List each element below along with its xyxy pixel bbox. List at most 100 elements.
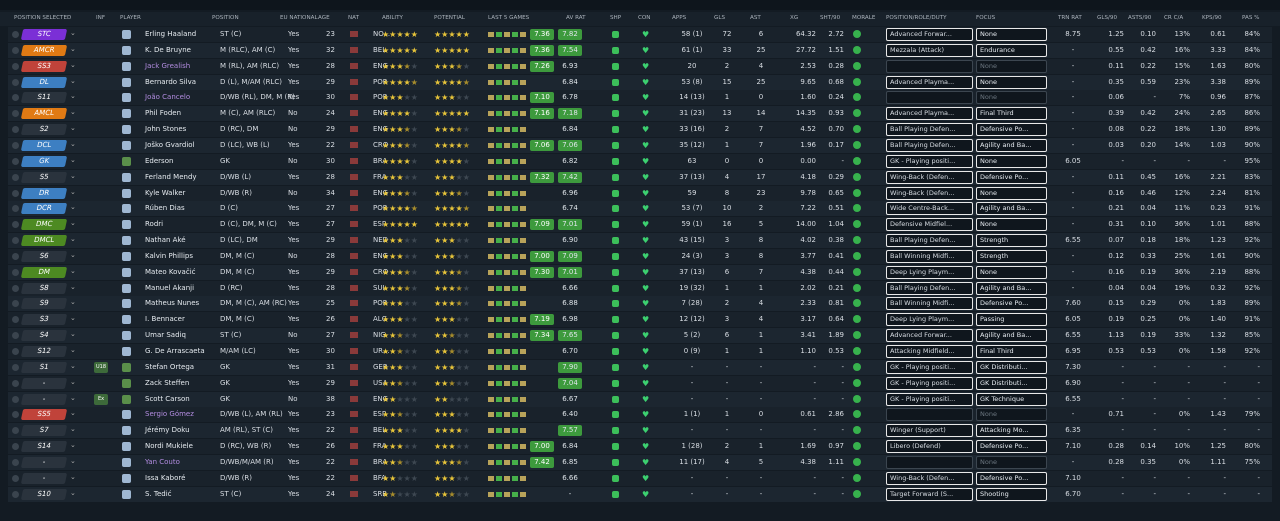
player-name[interactable]: Nordi Mukiele bbox=[145, 442, 193, 451]
focus-select[interactable]: Strength bbox=[976, 249, 1047, 263]
focus-select[interactable]: Agility and Ba... bbox=[976, 281, 1047, 295]
position-selected[interactable]: S6 bbox=[20, 250, 68, 262]
player-name[interactable]: John Stones bbox=[145, 125, 187, 134]
player-name[interactable]: Rodri bbox=[145, 220, 164, 229]
position-selected[interactable]: S2 bbox=[20, 124, 68, 136]
position-selected[interactable]: DL bbox=[20, 76, 68, 88]
player-name[interactable]: Phil Foden bbox=[145, 109, 182, 118]
position-selected[interactable]: DR bbox=[20, 187, 68, 199]
position-selected[interactable]: DCR bbox=[20, 203, 68, 215]
role-select[interactable]: Wing-Back (Defen... bbox=[886, 186, 973, 200]
role-select[interactable]: GK - Playing positi... bbox=[886, 360, 973, 374]
player-name[interactable]: Issa Kaboré bbox=[145, 473, 186, 482]
player-name[interactable]: Rúben Dias bbox=[145, 204, 185, 213]
focus-select[interactable]: Agility and Ba... bbox=[976, 202, 1047, 216]
role-select[interactable]: Wing-Back (Defen... bbox=[886, 170, 973, 184]
player-name[interactable]: Joško Gvardiol bbox=[145, 140, 195, 149]
player-name[interactable]: Jack Grealish bbox=[145, 61, 191, 70]
focus-select[interactable]: None bbox=[976, 154, 1047, 168]
player-name[interactable]: Mateo Kovačić bbox=[145, 267, 196, 276]
player-name[interactable]: Bernardo Silva bbox=[145, 77, 197, 86]
focus-select[interactable]: GK Distributi... bbox=[976, 376, 1047, 390]
position-selected[interactable]: S9 bbox=[20, 298, 68, 310]
position-selected[interactable]: DMCL bbox=[20, 235, 68, 247]
role-select[interactable]: GK - Playing positi... bbox=[886, 154, 973, 168]
position-selected[interactable]: DM bbox=[20, 266, 68, 278]
player-name[interactable]: João Cancelo bbox=[145, 93, 191, 102]
focus-select[interactable]: Final Third bbox=[976, 107, 1047, 121]
player-name[interactable]: Yan Couto bbox=[145, 457, 180, 466]
player-name[interactable]: S. Tedić bbox=[145, 489, 172, 498]
focus-select[interactable]: Final Third bbox=[976, 345, 1047, 358]
role-select[interactable]: GK - Playing positi... bbox=[886, 392, 973, 406]
role-select[interactable]: Defensive Midfiel... bbox=[886, 218, 973, 232]
role-select[interactable]: Advanced Forwar... bbox=[886, 329, 973, 343]
focus-select[interactable]: Defensive Po... bbox=[976, 471, 1047, 485]
position-selected[interactable]: GK bbox=[20, 155, 68, 167]
role-select[interactable]: GK - Playing positi... bbox=[886, 376, 973, 390]
position-selected[interactable]: DCL bbox=[20, 139, 68, 151]
player-name[interactable]: Ferland Mendy bbox=[145, 172, 197, 181]
role-select[interactable]: Winger (Support) bbox=[886, 424, 973, 438]
role-select[interactable]: Attacking Midfield... bbox=[886, 345, 973, 358]
player-name[interactable]: Manuel Akanji bbox=[145, 283, 195, 292]
position-selected[interactable]: S1 bbox=[20, 361, 68, 373]
player-name[interactable]: G. De Arrascaeta bbox=[145, 347, 205, 355]
focus-select[interactable]: None bbox=[976, 218, 1047, 232]
role-select[interactable]: Ball Playing Defen... bbox=[886, 138, 973, 152]
position-selected[interactable]: S10 bbox=[20, 488, 68, 500]
focus-select[interactable]: Defensive Po... bbox=[976, 440, 1047, 454]
role-select[interactable]: Advanced Forwar... bbox=[886, 28, 973, 41]
role-select[interactable]: Target Forward (S... bbox=[886, 487, 973, 501]
role-select[interactable]: Ball Playing Defen... bbox=[886, 234, 973, 248]
role-select[interactable]: Advanced Playma... bbox=[886, 75, 973, 89]
position-selected[interactable]: - bbox=[20, 456, 68, 468]
position-selected[interactable]: S8 bbox=[20, 282, 68, 294]
position-selected[interactable]: AMCL bbox=[20, 108, 68, 120]
focus-select[interactable]: Agility and Ba... bbox=[976, 329, 1047, 343]
player-name[interactable]: Ederson bbox=[145, 156, 174, 165]
focus-select[interactable]: None bbox=[976, 408, 1047, 422]
player-name[interactable]: Erling Haaland bbox=[145, 30, 197, 38]
focus-select[interactable]: Attacking Mo... bbox=[976, 424, 1047, 438]
player-name[interactable]: I. Bennacer bbox=[145, 315, 185, 324]
role-select[interactable]: Libero (Defend) bbox=[886, 440, 973, 454]
focus-select[interactable]: Agility and Ba... bbox=[976, 138, 1047, 152]
player-name[interactable]: Kalvin Phillips bbox=[145, 251, 193, 260]
focus-select[interactable]: Shooting bbox=[976, 487, 1047, 501]
role-select[interactable]: Ball Playing Defen... bbox=[886, 281, 973, 295]
focus-select[interactable]: Defensive Po... bbox=[976, 170, 1047, 184]
position-selected[interactable]: - bbox=[20, 393, 68, 405]
player-name[interactable]: Jérémy Doku bbox=[145, 426, 190, 435]
player-name[interactable]: Stefan Ortega bbox=[145, 362, 195, 371]
role-select[interactable]: Deep Lying Playm... bbox=[886, 313, 973, 327]
focus-select[interactable]: Strength bbox=[976, 234, 1047, 248]
position-selected[interactable]: SS3 bbox=[20, 60, 68, 72]
focus-select[interactable]: Defensive Po... bbox=[976, 297, 1047, 311]
role-select[interactable]: Ball Winning Midfi... bbox=[886, 249, 973, 263]
role-select[interactable]: Mezzala (Attack) bbox=[886, 43, 973, 57]
focus-select[interactable]: Endurance bbox=[976, 43, 1047, 57]
player-name[interactable]: Nathan Aké bbox=[145, 236, 186, 245]
focus-select[interactable]: Defensive Po... bbox=[976, 123, 1047, 137]
role-select[interactable]: Deep Lying Playm... bbox=[886, 265, 973, 279]
player-name[interactable]: Kyle Walker bbox=[145, 188, 186, 197]
position-selected[interactable]: S7 bbox=[20, 425, 68, 437]
focus-select[interactable]: None bbox=[976, 455, 1047, 469]
focus-select[interactable]: Passing bbox=[976, 313, 1047, 327]
role-select[interactable]: Wide Centre-Back... bbox=[886, 202, 973, 216]
role-select[interactable] bbox=[886, 91, 973, 105]
position-selected[interactable]: STC bbox=[20, 29, 68, 40]
position-selected[interactable]: S14 bbox=[20, 441, 68, 453]
position-selected[interactable]: S4 bbox=[20, 330, 68, 342]
role-select[interactable] bbox=[886, 408, 973, 422]
focus-select[interactable]: GK Distributi... bbox=[976, 360, 1047, 374]
player-name[interactable]: K. De Bruyne bbox=[145, 45, 191, 54]
role-select[interactable] bbox=[886, 59, 973, 73]
focus-select[interactable]: None bbox=[976, 91, 1047, 105]
focus-select[interactable]: None bbox=[976, 75, 1047, 89]
position-selected[interactable]: S5 bbox=[20, 171, 68, 183]
player-name[interactable]: Umar Sadiq bbox=[145, 331, 186, 340]
focus-select[interactable]: GK Technique bbox=[976, 392, 1047, 406]
role-select[interactable] bbox=[886, 455, 973, 469]
